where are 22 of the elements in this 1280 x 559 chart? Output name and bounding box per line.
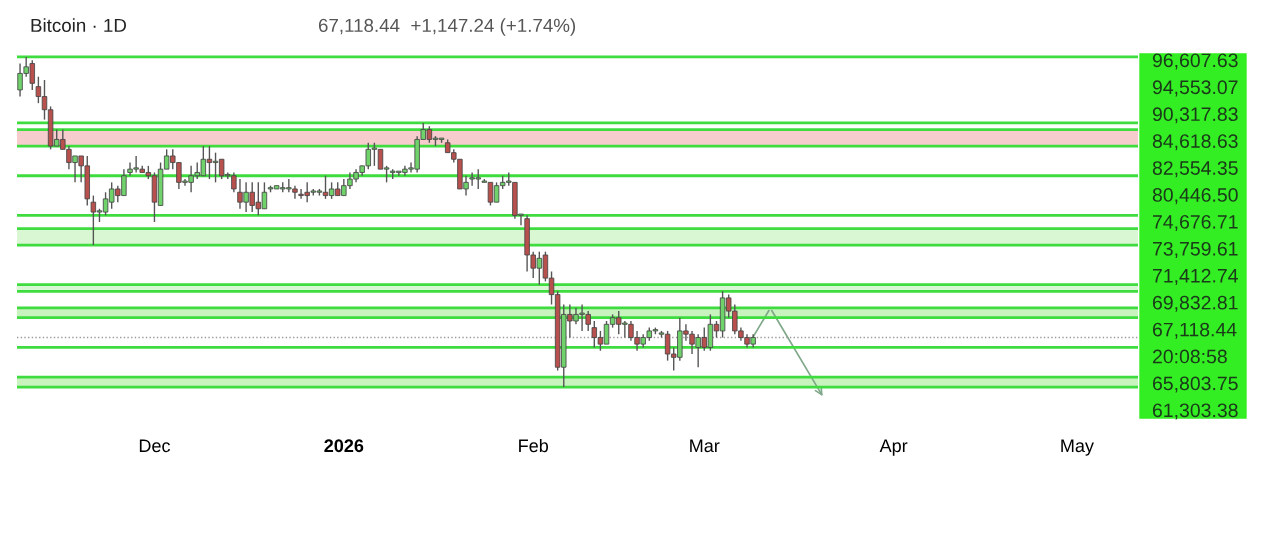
x-tick-label: Feb xyxy=(519,438,549,453)
text: 80,446.50 xyxy=(1152,188,1238,205)
x-tick-label: Mar xyxy=(690,439,720,453)
text: 94,553.07 xyxy=(1152,80,1238,97)
text: 84,618.63 xyxy=(1152,134,1238,151)
text: 67,118.44 xyxy=(1152,322,1237,339)
x-tick-label: Apr xyxy=(879,439,908,456)
text: 67,118.44 +1,147.24 (+1.74%) xyxy=(318,18,576,36)
text: 61,303.38 xyxy=(1152,403,1238,420)
text: 20:08:58 xyxy=(1152,349,1227,364)
text: 65,803.75 xyxy=(1152,376,1238,393)
text: 69,832.81 xyxy=(1152,295,1238,312)
text: 82,554.35 xyxy=(1152,161,1238,178)
text: 90,317.83 xyxy=(1152,107,1238,124)
text: 96,607.63 xyxy=(1152,53,1238,70)
x-tick-label: 2026 xyxy=(324,439,364,453)
text: 74,676.71 xyxy=(1153,214,1238,232)
x-tick-label: Dec xyxy=(139,439,171,453)
x-tick-label: May xyxy=(1061,439,1094,456)
chart-title: Bitcoin · 1D xyxy=(31,18,127,33)
text: 71,412.74 xyxy=(1153,268,1238,285)
text: 73,759.61 xyxy=(1153,241,1238,258)
